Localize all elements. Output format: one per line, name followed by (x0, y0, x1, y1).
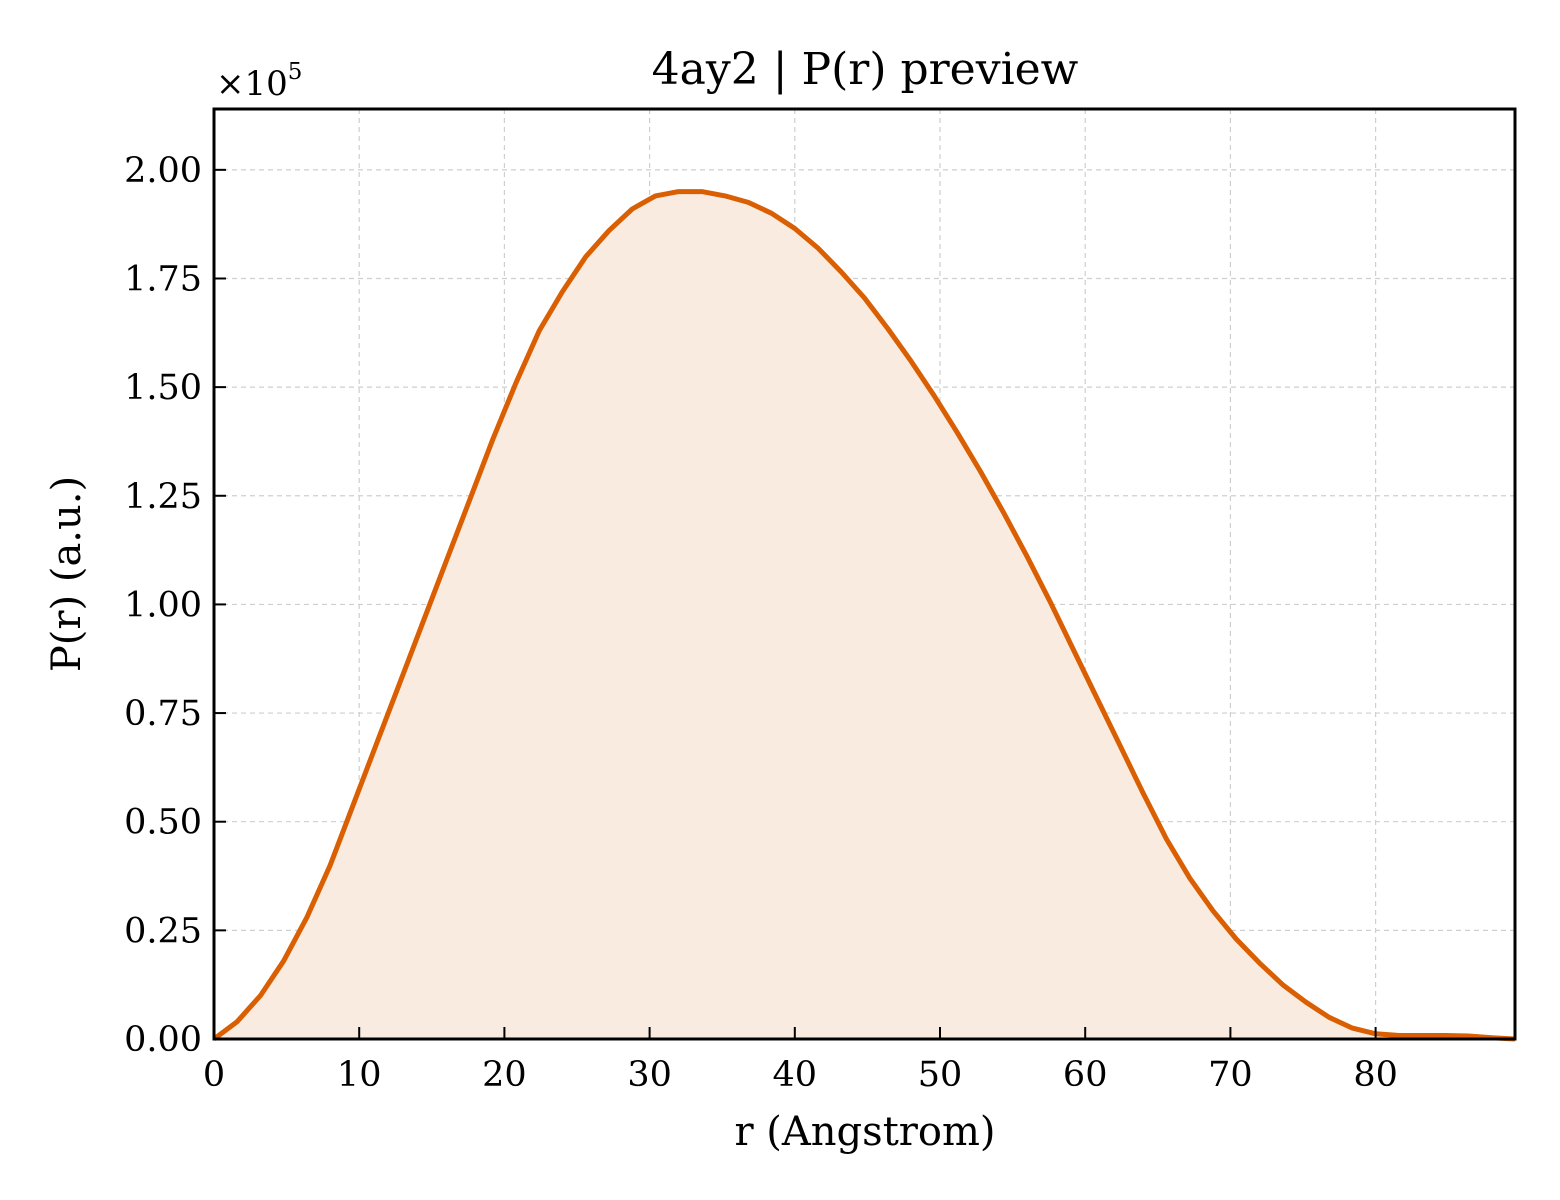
plot-frame (212, 107, 1517, 1041)
area-fill (214, 191, 1515, 1040)
y-tick-label: 0.25 (124, 911, 202, 951)
series-line (212, 189, 1516, 1042)
y-tick-label: 2.00 (124, 151, 202, 191)
x-axis-label: r (Angstrom) (734, 1109, 995, 1155)
x-tick-label: 50 (918, 1055, 963, 1095)
y-tick-labels: 0.00 0.25 0.50 0.75 1.00 1.25 1.50 1.75 2.00 (124, 151, 202, 1060)
y-tick-label: 1.50 (124, 368, 202, 408)
x-tick-label: 70 (1208, 1055, 1253, 1095)
y-offset-label: ×105 (216, 59, 302, 104)
x-tick-label: 80 (1353, 1055, 1398, 1095)
x-tick-label: 30 (627, 1055, 672, 1095)
y-tick-label: 1.75 (124, 259, 202, 299)
y-tick-label: 0.50 (124, 803, 202, 843)
y-tick-label: 0.00 (124, 1020, 202, 1060)
x-tick-label: 40 (773, 1055, 818, 1095)
y-tick-label: 1.00 (124, 585, 202, 625)
y-axis-label: P(r) (a.u.) (44, 476, 90, 672)
x-tick-label: 0 (203, 1055, 225, 1095)
y-offset-prefix: ×10 (216, 64, 288, 104)
x-tick-label: 20 (482, 1055, 527, 1095)
axis-ticks (213, 168, 1377, 1040)
y-tick-label: 1.25 (124, 477, 202, 517)
y-tick-label: 0.75 (124, 694, 202, 734)
chart-title: 4ay2 | P(r) preview (652, 44, 1079, 95)
x-tick-label: 10 (337, 1055, 382, 1095)
x-tick-label: 60 (1063, 1055, 1108, 1095)
x-tick-labels: 0 10 20 30 40 50 60 70 80 (203, 1055, 1398, 1095)
y-offset-exponent: 5 (288, 59, 303, 85)
